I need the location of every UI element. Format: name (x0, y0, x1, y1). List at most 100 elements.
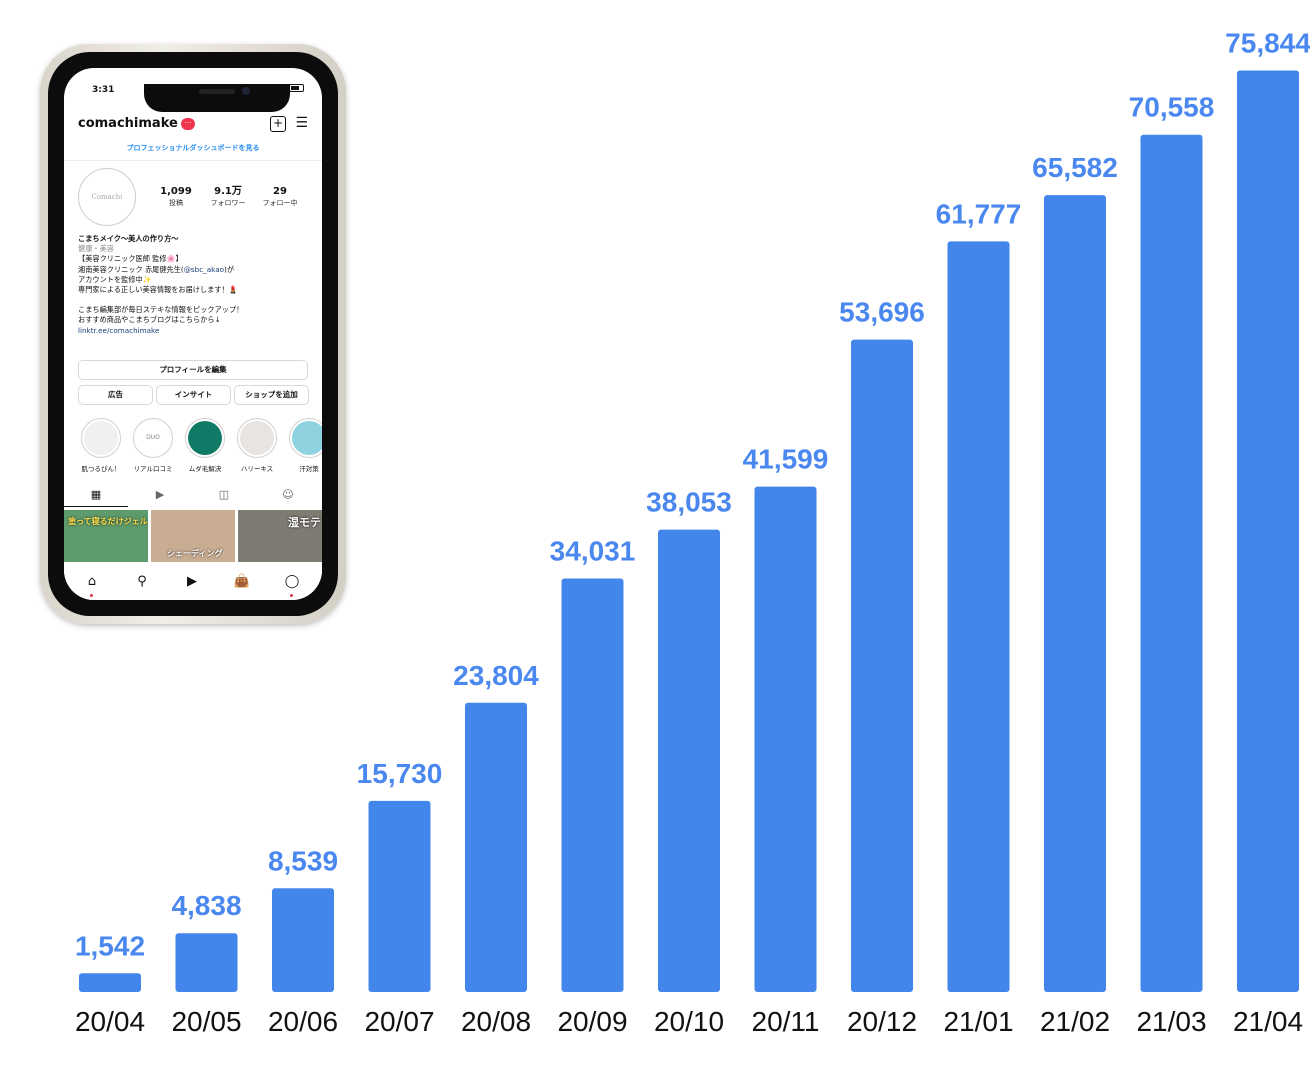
bio-mention-link[interactable]: @sbc_akao (183, 264, 225, 274)
bar-value-label: 34,031 (550, 536, 636, 567)
story-highlights: 肌つるぴん！ DUO リアル口コミ ムダ毛解決 ハリーキス 汗対策 (76, 418, 322, 480)
following-count: 29 (273, 186, 287, 197)
tagged-tab-icon[interactable]: ☺ (282, 488, 294, 501)
bar-21/02 (1044, 195, 1106, 992)
bio-external-link[interactable]: linktr.ee/comachimake (78, 325, 160, 335)
highlight-label: 汗対策 (299, 465, 319, 473)
x-tick-label: 20/09 (557, 1006, 627, 1037)
post-overlay-text: 湿モテ (288, 516, 321, 529)
battery-icon (289, 84, 304, 92)
post-overlay-text: シェーディング (167, 549, 223, 558)
post-thumbnail[interactable]: 湿モテ (238, 510, 322, 562)
highlight-cover: DUO (136, 421, 170, 455)
reels-icon[interactable]: ▶ (187, 574, 197, 589)
profile-header: comachimake ··· + ☰ (78, 114, 308, 134)
status-time: 3:31 (92, 85, 115, 95)
ad-button[interactable]: 広告 (78, 385, 153, 405)
profile-icon[interactable]: ◯ (284, 574, 300, 589)
bar-20/11 (754, 486, 817, 992)
bio-line: こまち編集部が毎日ステキな情報をピックアップ！ (78, 305, 244, 315)
bar-value-label: 65,582 (1032, 152, 1118, 183)
x-tick-label: 20/07 (364, 1006, 434, 1037)
igtv-tab-icon[interactable]: ◫ (218, 488, 230, 501)
grid-tab-icon[interactable]: ▦ (90, 488, 102, 501)
bar-value-label: 41,599 (743, 444, 829, 475)
posts-count: 1,099 (160, 186, 192, 197)
x-tick-label: 20/10 (654, 1006, 724, 1037)
phone-mockup: 3:31 ▂▄▆ ◠ comachimake ··· + ☰ プロフェッショナル… (40, 44, 346, 624)
post-overlay-text: 塗って寝るだけジェル (68, 517, 148, 526)
x-tick-label: 21/04 (1233, 1006, 1303, 1037)
highlight-item[interactable]: 肌つるぴん！ (76, 418, 126, 473)
bar-21/01 (947, 241, 1010, 993)
profile-tabs: ▦ ▶ ◫ ☺ (64, 486, 322, 508)
bar-20/08 (465, 702, 527, 992)
bio-line: 湘南美容クリニック 赤尾健先生(@sbc_akao)が (78, 265, 308, 275)
bar-value-label: 8,539 (268, 845, 338, 876)
highlight-item[interactable]: ハリーキス (232, 418, 282, 473)
highlight-label: ムダ毛解決 (188, 465, 222, 473)
following-stat[interactable]: 29 フォロー中 (250, 186, 310, 208)
bar-20/07 (368, 800, 431, 992)
bar-20/12 (851, 339, 913, 992)
bar-value-label: 1,542 (75, 930, 145, 961)
bar-value-label: 4,838 (171, 890, 241, 921)
highlight-ring (185, 418, 225, 458)
x-tick-label: 20/04 (75, 1006, 145, 1037)
reels-tab-icon[interactable]: ▶ (155, 488, 165, 501)
post-thumbnail[interactable]: 塗って寝るだけジェル (64, 510, 148, 562)
x-tick-label: 21/02 (1040, 1006, 1110, 1037)
bar-20/09 (561, 578, 624, 992)
dashboard-link[interactable]: プロフェッショナルダッシュボードを見る (126, 144, 260, 152)
instagram-profile-screen: 3:31 ▂▄▆ ◠ comachimake ··· + ☰ プロフェッショナル… (64, 68, 322, 600)
bar-value-label: 23,804 (453, 660, 539, 691)
highlight-item[interactable]: 汗対策 (284, 418, 322, 473)
x-tick-label: 21/03 (1136, 1006, 1206, 1037)
bio-spacer (78, 295, 308, 305)
x-tick-label: 20/05 (171, 1006, 241, 1037)
bar-21/03 (1140, 134, 1203, 992)
bio-line: 専門家による正しい美容情報をお届けします！💄 (78, 285, 238, 295)
create-post-icon[interactable]: + (270, 116, 286, 132)
highlight-ring (237, 418, 277, 458)
post-thumbnail[interactable]: シェーディング (151, 510, 235, 562)
x-tick-label: 20/08 (461, 1006, 531, 1037)
highlight-item[interactable]: DUO リアル口コミ (128, 418, 178, 473)
bio-line: おすすめ商品やこまちブログはこちらから↓ (78, 315, 221, 325)
insight-button[interactable]: インサイト (156, 385, 231, 405)
bar-20/06 (272, 888, 334, 992)
highlight-cover (84, 421, 118, 455)
posts-stat[interactable]: 1,099 投稿 (146, 186, 206, 208)
home-icon[interactable]: ⌂ (87, 574, 97, 589)
bar-20/10 (658, 529, 720, 992)
bar-value-label: 70,558 (1129, 92, 1215, 123)
phone-notch (144, 84, 290, 112)
profile-username[interactable]: comachimake (78, 116, 178, 131)
bio-line: アカウントを監修中✨ (78, 274, 152, 284)
avatar[interactable]: Comachi (78, 168, 136, 226)
following-label: フォロー中 (262, 199, 298, 207)
profile-activity-dot (290, 594, 293, 597)
edit-profile-button[interactable]: プロフィールを編集 (78, 360, 308, 380)
followers-count: 9.1万 (214, 186, 242, 197)
bar-20/05 (175, 933, 238, 992)
bio-name: こまちメイク〜美人の作り方〜 (78, 234, 179, 243)
bio-category: 健康・美容 (78, 244, 114, 254)
menu-icon[interactable]: ☰ (295, 115, 308, 131)
add-shop-button[interactable]: ショップを追加 (234, 385, 309, 405)
followers-stat[interactable]: 9.1万 フォロワー (198, 186, 258, 208)
bar-value-label: 75,844 (1225, 27, 1310, 58)
bottom-navigation: ⌂ ⚲ ▶ 👜 ◯ (64, 568, 322, 600)
bio-text: )が (224, 264, 235, 274)
bar-value-label: 61,777 (936, 198, 1022, 229)
x-tick-label: 21/01 (943, 1006, 1013, 1037)
shop-icon[interactable]: 👜 (233, 574, 251, 589)
search-icon[interactable]: ⚲ (137, 574, 147, 589)
home-activity-dot (90, 594, 93, 597)
bar-value-label: 38,053 (646, 487, 732, 518)
bio-line: 【美容クリニック医師 監修🌸】 (78, 254, 183, 264)
notification-badge[interactable]: ··· (181, 118, 195, 130)
highlight-item[interactable]: ムダ毛解決 (180, 418, 230, 473)
bar-20/04 (79, 973, 141, 992)
